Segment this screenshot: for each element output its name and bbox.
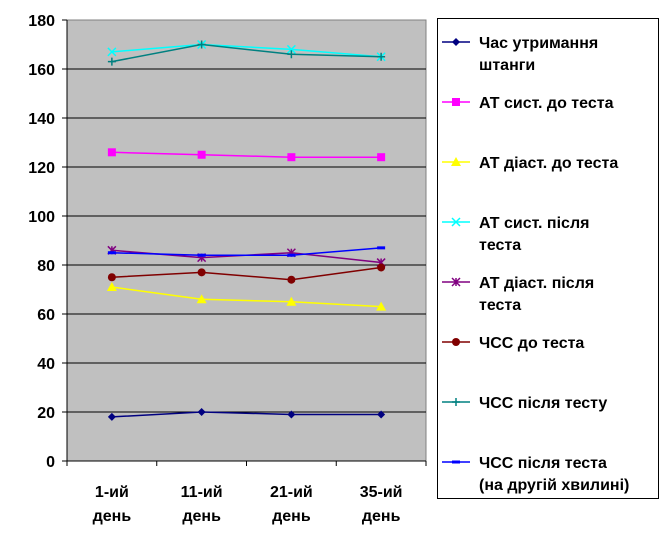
legend-label: АТ сист. до теста [479, 95, 614, 112]
plot-area [66, 19, 427, 462]
data-point-marker [452, 98, 460, 106]
y-tick-label: 180 [28, 13, 55, 30]
data-point-marker [377, 52, 386, 61]
series-7 [107, 246, 386, 257]
data-point-marker [107, 57, 116, 66]
data-point-marker [376, 301, 387, 311]
data-point-marker [286, 296, 297, 306]
data-point-marker [287, 275, 296, 284]
data-point-marker [197, 253, 206, 257]
series-line [111, 151, 382, 158]
series-6 [107, 40, 386, 66]
series-line [111, 286, 382, 308]
data-point-marker [197, 408, 206, 416]
data-point-marker [106, 282, 117, 292]
data-point-marker [452, 460, 460, 464]
series-line [111, 43, 382, 63]
series-0 [107, 408, 386, 421]
y-tick-label: 0 [46, 454, 55, 471]
series-3 [107, 39, 386, 62]
y-tick-label: 160 [28, 62, 55, 79]
data-point-marker [377, 410, 386, 419]
data-point-marker [197, 40, 206, 49]
series-line [111, 247, 382, 256]
x-tick-label: день [272, 508, 311, 525]
x-tick-label: день [182, 508, 221, 525]
x-tick-label: 11-ий [181, 484, 223, 501]
legend-item: АТ діаст. до теста [442, 155, 618, 172]
data-point-marker [197, 268, 206, 277]
legend-label: теста [479, 297, 521, 314]
legend: Час утримання штанги АТ сист. до теста АТ д… [437, 18, 659, 499]
y-tick-label: 100 [28, 209, 55, 226]
legend-label: АТ діаст. після [479, 275, 594, 292]
series-line [111, 43, 382, 58]
legend-item: АТ сист. після теста [442, 215, 589, 254]
data-point-marker [377, 246, 386, 250]
legend-label: ЧСС після тесту [479, 395, 607, 412]
data-point-marker [107, 412, 116, 421]
data-point-marker [286, 44, 296, 54]
legend-item: ЧСС до теста [442, 335, 584, 352]
y-tick-label: 120 [28, 160, 55, 177]
legend-label: ЧСС після теста [479, 455, 607, 472]
x-tick-label: день [362, 508, 401, 525]
legend-label: Час утримання [479, 35, 598, 52]
legend-item: ЧСС після теста (на другій хвилині) [442, 455, 629, 494]
y-tick-label: 40 [37, 356, 55, 373]
data-point-marker [287, 153, 296, 162]
legend-item: Час утримання штанги [442, 35, 598, 74]
data-point-marker [287, 253, 296, 257]
data-point-marker [287, 410, 296, 419]
legend-label: теста [479, 237, 521, 254]
data-point-marker [451, 217, 461, 227]
data-point-marker [452, 338, 460, 346]
data-point-marker [107, 251, 116, 255]
data-point-marker [107, 273, 116, 282]
data-point-marker [377, 263, 386, 272]
legend-item: АТ сист. до теста [442, 95, 614, 112]
x-tick-label: 21-ий [270, 484, 313, 501]
data-point-marker [107, 148, 116, 157]
legend-item: АТ діаст. після теста [442, 275, 594, 314]
data-point-marker [451, 277, 461, 287]
series-1 [107, 148, 386, 162]
legend-label: (на другій хвилині) [479, 477, 629, 494]
y-tick-label: 80 [37, 258, 55, 275]
legend-item: ЧСС після тесту [442, 395, 607, 412]
y-tick-label: 20 [37, 405, 55, 422]
data-point-marker [197, 150, 206, 159]
data-point-marker [287, 50, 296, 59]
data-point-marker [377, 153, 386, 162]
x-tick-label: 1-ий [95, 484, 129, 501]
legend-label: АТ діаст. до теста [479, 155, 618, 172]
legend-label: штанги [479, 57, 535, 74]
x-tick-label: 35-ий [360, 484, 403, 501]
x-tick-label: день [93, 508, 132, 525]
y-tick-label: 140 [28, 111, 55, 128]
data-point-marker [452, 38, 460, 46]
series-2 [106, 282, 387, 311]
y-tick-label: 60 [37, 307, 55, 324]
series-line [111, 266, 382, 281]
data-point-marker [451, 157, 461, 166]
data-point-marker [452, 398, 460, 406]
series-line [111, 411, 382, 418]
legend-label: АТ сист. після [479, 215, 589, 232]
data-point-marker [196, 294, 207, 304]
legend-label: ЧСС до теста [479, 335, 584, 352]
series-5 [107, 263, 386, 284]
data-point-marker [107, 47, 117, 57]
